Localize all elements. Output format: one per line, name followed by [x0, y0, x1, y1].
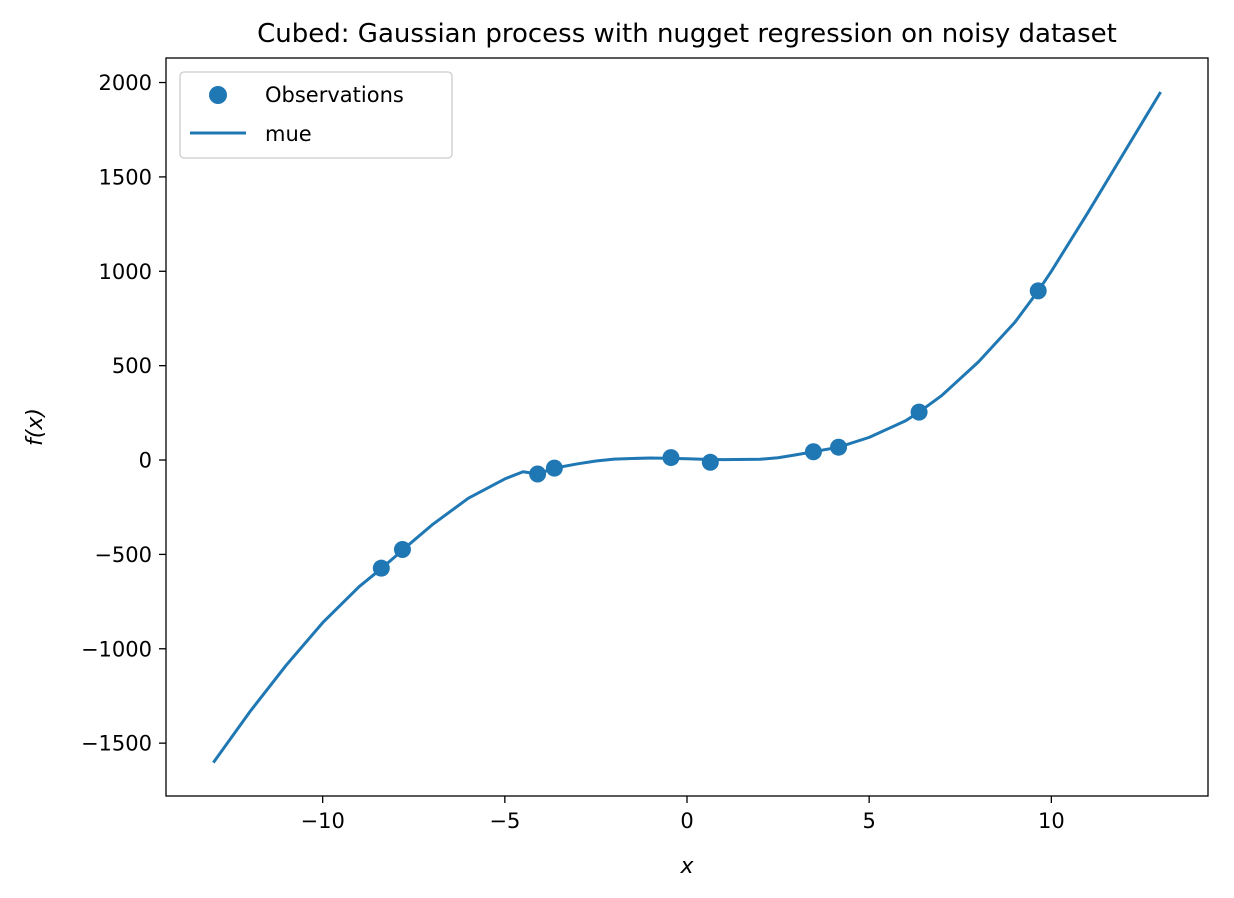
legend-box: [179, 71, 453, 159]
y-tick-label: 0: [139, 449, 152, 473]
observation-point: [830, 438, 848, 456]
observation-point: [1029, 282, 1047, 300]
plot-area: [212, 91, 1162, 764]
y-tick-label: −1000: [81, 637, 152, 661]
x-axis: −10 −5 0 5 10: [301, 796, 1065, 833]
legend-label-observations: Observations: [265, 83, 404, 107]
observation-point: [804, 443, 822, 461]
x-tick-label: 10: [1038, 809, 1065, 833]
x-tick-label: −5: [489, 809, 520, 833]
y-tick-label: 1500: [99, 165, 152, 189]
x-tick-label: 5: [862, 809, 875, 833]
y-tick-label: 2000: [99, 71, 152, 95]
y-tick-label: −1500: [81, 732, 152, 756]
x-axis-label: x: [679, 854, 694, 879]
legend-label-mue: mue: [265, 122, 312, 146]
observation-point: [529, 465, 547, 483]
y-axis: −1500 −1000 −500 0 500 1000 1500 2000: [81, 71, 166, 756]
y-tick-label: −500: [94, 543, 152, 567]
y-tick-label: 1000: [99, 260, 152, 284]
legend-marker-observations: [209, 86, 227, 104]
observation-point: [545, 459, 563, 477]
legend: Observations mue: [179, 71, 453, 159]
x-tick-label: −10: [301, 809, 345, 833]
x-tick-label: 0: [680, 809, 693, 833]
observation-point: [701, 453, 719, 471]
observation-point: [910, 403, 928, 421]
y-axis-label: f(x): [23, 408, 48, 446]
y-tick-label: 500: [112, 354, 152, 378]
observation-point: [372, 559, 390, 577]
observation-point: [662, 449, 680, 467]
observation-point: [393, 541, 411, 558]
chart-title: Cubed: Gaussian process with nugget regr…: [257, 19, 1117, 49]
